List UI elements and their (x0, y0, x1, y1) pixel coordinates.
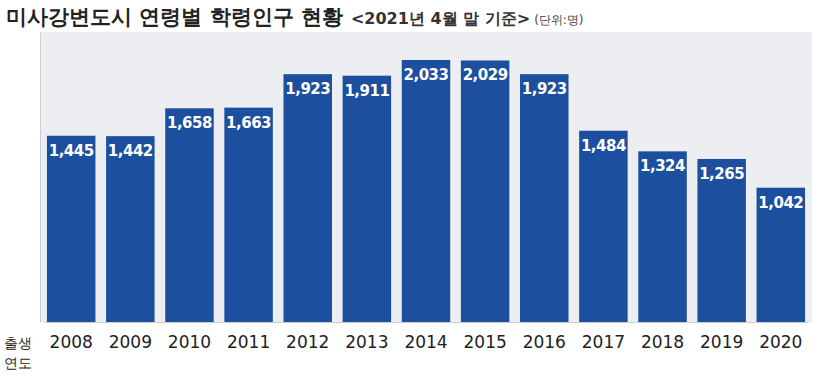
unit-label: (단위:명) (534, 13, 583, 27)
x-tick-label: 2008 (50, 332, 93, 352)
x-tick-label: 2010 (168, 332, 211, 352)
title-line: 미사강변도시 연령별 학령인구 현황 <2021년 4월 말 기준> (단위:명) (6, 5, 584, 29)
data-label: 1,324 (640, 157, 685, 175)
data-label: 2,029 (463, 66, 508, 84)
bar (47, 136, 95, 322)
bar (638, 151, 686, 322)
data-label: 1,911 (344, 82, 389, 100)
subtitle: <2021년 4월 말 기준> (351, 9, 530, 28)
x-tick-label: 2012 (286, 332, 329, 352)
x-tick: 2009 (109, 322, 152, 352)
x-tick-label: 2019 (700, 332, 743, 352)
x-tick: 2012 (286, 322, 329, 352)
x-tick-label: 2013 (345, 332, 388, 352)
x-tick-label: 2014 (404, 332, 447, 352)
data-label: 1,265 (699, 165, 744, 183)
x-tick: 2019 (700, 322, 743, 352)
x-axis-title: 출생연도 (4, 335, 32, 371)
data-label: 1,042 (758, 194, 803, 212)
x-tick: 2013 (345, 322, 388, 352)
x-axis: 2008 2009 2010 2011 2012 2013 2014 2015 2016 2017… (45, 322, 809, 352)
x-tick: 2016 (523, 322, 566, 352)
data-labels: 1,445 1,442 1,658 1,663 1,923 1,911 2,033 2,029… (49, 66, 804, 212)
x-tick-label: 2017 (582, 332, 625, 352)
data-label: 1,923 (522, 80, 567, 98)
x-tick: 2008 (50, 322, 93, 352)
x-tick: 2017 (582, 322, 625, 352)
x-tick: 2010 (168, 322, 211, 352)
data-label: 1,445 (49, 142, 94, 160)
bar (343, 76, 391, 322)
bar (165, 108, 213, 322)
data-label: 1,484 (581, 137, 626, 155)
x-axis-line (45, 322, 809, 323)
data-label: 1,442 (108, 142, 153, 160)
bars (47, 60, 805, 322)
x-tick: 2014 (404, 322, 447, 352)
x-tick: 2011 (227, 322, 270, 352)
x-tick-label: 2020 (759, 332, 802, 352)
bar (579, 131, 627, 322)
bar (283, 74, 331, 322)
y-axis-line (40, 33, 41, 323)
x-tick: 2020 (759, 322, 802, 352)
data-label: 1,658 (167, 114, 212, 132)
x-tick: 2015 (464, 322, 507, 352)
data-label: 1,663 (226, 114, 271, 132)
x-tick-label: 2018 (641, 332, 684, 352)
x-tick-label: 2009 (109, 332, 152, 352)
bar (757, 188, 805, 322)
chart: 미사강변도시 연령별 학령인구 현황 <2021년 4월 말 기준> (단위:명) 1… (0, 0, 820, 386)
bar (697, 159, 745, 322)
bar (461, 60, 509, 322)
bar (520, 74, 568, 322)
x-tick: 2018 (641, 322, 684, 352)
bar (402, 60, 450, 322)
x-tick-label: 2011 (227, 332, 270, 352)
title: 미사강변도시 연령별 학령인구 현황 (6, 5, 343, 29)
y-axis (40, 33, 41, 323)
bar (224, 108, 272, 322)
x-tick-label: 2015 (464, 332, 507, 352)
data-label: 1,923 (285, 80, 330, 98)
x-tick-label: 2016 (523, 332, 566, 352)
bar (106, 136, 154, 322)
data-label: 2,033 (404, 66, 449, 84)
plot-background (40, 32, 812, 322)
